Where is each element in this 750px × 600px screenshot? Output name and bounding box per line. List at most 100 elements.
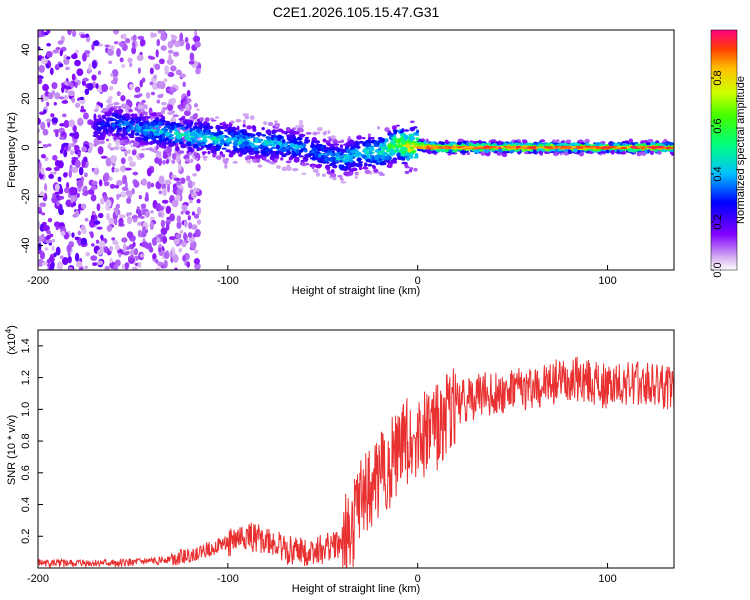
spectrogram-cell	[140, 140, 145, 146]
spectrogram-cell	[333, 143, 340, 146]
spectrogram-cell	[165, 222, 170, 231]
spectrogram-cell	[305, 132, 312, 135]
snr-y-tick-label: 1.2	[20, 370, 32, 385]
spectrogram-cell	[139, 113, 143, 117]
spectrogram-cell	[115, 207, 119, 216]
spectrogram-cell	[163, 125, 169, 129]
spectrogram-cell	[96, 226, 103, 230]
spectrogram-cell	[63, 94, 69, 101]
spectrogram-cell	[126, 212, 130, 217]
spectrogram-cell	[66, 56, 71, 60]
spectrogram-cell	[636, 151, 642, 157]
spectrogram-x-ticks: -200 -100 0 100	[27, 265, 617, 287]
spectrogram-cell	[150, 113, 155, 117]
spectrogram-cell	[156, 38, 161, 47]
spectrogram-cell	[98, 141, 105, 145]
spectrogram-x-tick-label: -200	[27, 275, 49, 287]
spectrogram-cell	[308, 153, 315, 156]
spectrogram-cell	[245, 135, 252, 140]
spectrogram-cell	[191, 192, 198, 199]
spectrogram-cell	[104, 111, 110, 115]
spectrogram-cell	[412, 126, 418, 129]
spectrogram-cell	[242, 123, 246, 128]
spectrogram-cell	[126, 128, 131, 133]
spectrogram-cell	[339, 175, 343, 180]
spectrogram-cell	[119, 139, 124, 144]
spectrogram-cell	[337, 140, 342, 144]
spectrogram-cell	[362, 166, 369, 170]
spectrogram-cell	[77, 151, 81, 158]
spectrogram-cell	[142, 122, 147, 128]
spectrogram-cell	[300, 134, 306, 137]
spectrogram-cell	[331, 150, 335, 153]
spectrogram-cell	[424, 146, 432, 149]
spectrogram-cell	[135, 129, 142, 133]
spectrogram-cell	[376, 158, 381, 164]
spectrogram-cell	[460, 150, 467, 154]
spectrogram-cell	[647, 138, 654, 143]
spectrogram-cell	[188, 60, 195, 65]
spectrogram-cell	[320, 146, 324, 149]
spectrogram-x-tick-label: 0	[415, 275, 421, 287]
spectrogram-cell	[121, 120, 125, 124]
spectrogram-cell	[187, 146, 193, 152]
spectrogram-cell	[40, 30, 45, 36]
spectrogram-cell	[276, 134, 283, 140]
spectrogram-cell	[166, 216, 171, 221]
spectrogram-cell	[194, 122, 198, 127]
spectrogram-cell	[622, 143, 627, 146]
spectrogram-cell	[544, 151, 548, 154]
spectrogram-cell	[294, 144, 299, 149]
spectrogram-cell	[255, 158, 261, 163]
spectrogram-cell	[73, 131, 80, 140]
spectrogram-cell	[106, 99, 112, 104]
spectrogram-cell	[400, 156, 406, 161]
spectrogram-cell	[407, 147, 412, 153]
spectrogram-cell	[208, 125, 214, 130]
spectrogram-cell	[95, 83, 99, 89]
spectrogram-cell	[620, 147, 628, 150]
spectrogram-cell	[45, 63, 50, 69]
spectrogram-cell	[87, 148, 92, 154]
spectrogram-cell	[406, 156, 410, 161]
spectrogram-cell	[92, 262, 98, 266]
spectrogram-cell	[146, 116, 151, 119]
spectrogram-cell	[199, 117, 204, 122]
spectrogram-cell	[169, 213, 176, 222]
spectrogram-cell	[417, 147, 424, 150]
spectrogram-cell	[403, 139, 408, 142]
spectrogram-cell	[365, 142, 371, 148]
spectrogram-cell	[178, 247, 183, 253]
spectrogram-cell	[71, 97, 76, 103]
spectrogram-cell	[605, 149, 610, 154]
spectrogram-cell	[38, 128, 41, 133]
spectrogram-cell	[85, 251, 91, 257]
spectrogram-cell	[295, 149, 300, 155]
spectrogram-cell	[296, 141, 303, 146]
spectrogram-cell	[347, 164, 352, 170]
spectrogram-cell	[49, 171, 55, 175]
spectrogram-cell	[601, 146, 609, 148]
spectrogram-cell	[103, 181, 110, 187]
spectrogram-cell	[127, 57, 133, 63]
spectrogram-cell	[597, 147, 604, 149]
spectrogram-cell	[214, 139, 218, 145]
spectrogram-cell	[79, 108, 87, 113]
colorbar: 0.0 0.2 0.4 0.6 0.8 Normalized spectral ampl…	[710, 29, 747, 278]
spectrogram-cell	[434, 148, 441, 152]
spectrogram-cell	[639, 146, 647, 148]
spectrogram-cell	[192, 143, 199, 149]
spectrogram-cell	[539, 139, 546, 143]
spectrogram-cell	[186, 141, 192, 146]
spectrogram-cell	[136, 54, 144, 61]
spectrogram-cell	[167, 40, 174, 49]
spectrogram-cell	[347, 136, 351, 140]
spectrogram-cell	[515, 146, 522, 148]
spectrogram-cell	[98, 179, 103, 187]
spectrogram-cell	[178, 124, 185, 127]
spectrogram-cell	[312, 131, 318, 136]
spectrogram-cell	[232, 160, 238, 164]
spectrogram-cell	[282, 139, 286, 143]
spectrogram-cell	[565, 139, 572, 144]
spectrogram-cell	[229, 127, 233, 132]
